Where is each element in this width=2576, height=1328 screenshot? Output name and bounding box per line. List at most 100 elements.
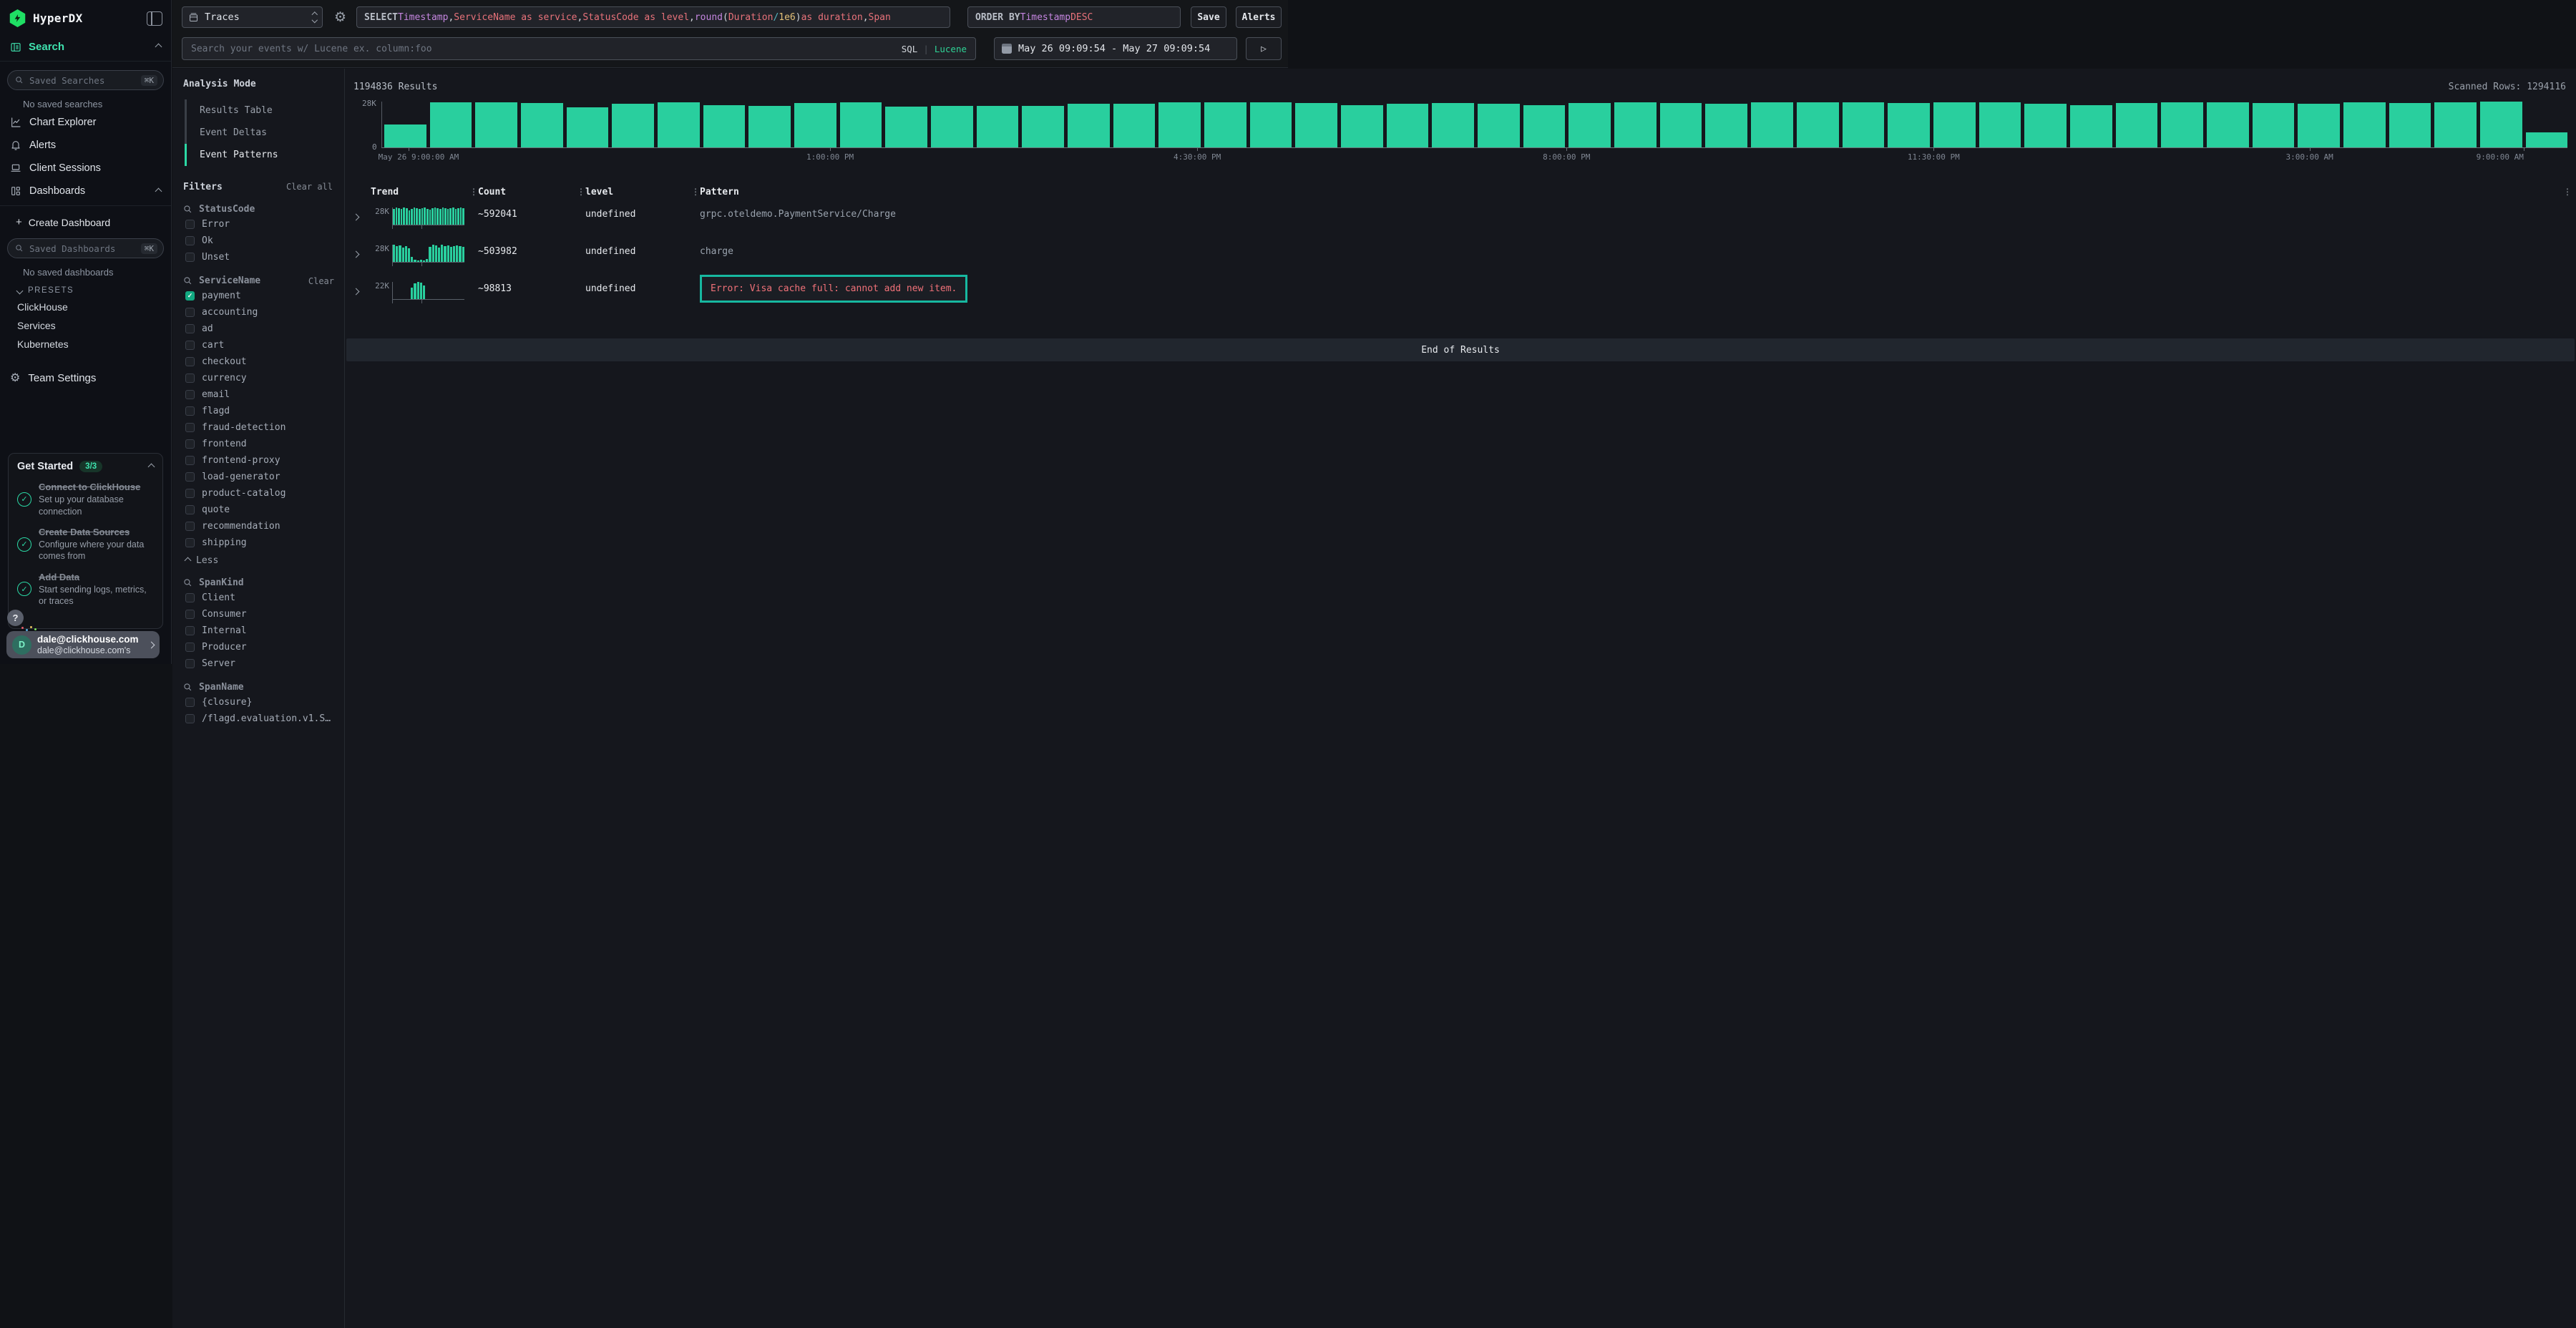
analysis-mode-option[interactable]: Event Deltas <box>185 122 344 144</box>
saved-searches-input[interactable]: Saved Searches ⌘K <box>7 70 164 90</box>
checkbox[interactable] <box>185 323 195 333</box>
source-select[interactable]: Traces <box>182 6 323 28</box>
chevron-up-icon[interactable] <box>147 463 155 470</box>
save-button[interactable]: Save <box>1191 6 1226 28</box>
column-handle-icon[interactable]: ⋮ <box>469 187 478 197</box>
checkbox[interactable] <box>185 537 195 547</box>
gear-icon[interactable]: ⚙ <box>334 9 347 25</box>
filter-option[interactable]: shipping <box>185 535 344 550</box>
checkbox[interactable]: ✓ <box>185 290 195 301</box>
presets-section-toggle[interactable]: PRESETS <box>0 279 171 298</box>
checkbox[interactable] <box>185 406 195 416</box>
help-button[interactable]: ? <box>7 610 24 626</box>
filter-option[interactable]: flagd <box>185 404 344 418</box>
filter-option[interactable]: Producer <box>185 640 344 654</box>
filter-option[interactable]: email <box>185 387 344 401</box>
saved-dashboards-input[interactable]: Saved Dashboards ⌘K <box>7 238 164 258</box>
filter-option[interactable]: Consumer <box>185 607 344 621</box>
checkbox[interactable] <box>185 642 195 652</box>
pattern-cell[interactable]: charge <box>700 246 733 257</box>
sidebar-item-alerts[interactable]: Alerts <box>0 134 171 157</box>
alerts-button[interactable]: Alerts <box>1236 6 1282 28</box>
column-handle-icon[interactable]: ⋮ <box>577 187 585 197</box>
checkbox[interactable] <box>185 488 195 498</box>
table-row[interactable]: 28K ~503982 undefined charge <box>352 242 2572 279</box>
filter-group-header[interactable]: StatusCode <box>183 204 344 215</box>
filter-option[interactable]: fraud-detection <box>185 420 344 434</box>
event-search-input[interactable]: Search your events w/ Lucene ex. column:… <box>182 37 976 60</box>
run-query-button[interactable]: ▷ <box>1246 37 1282 60</box>
filter-option[interactable]: {closure} <box>185 695 344 709</box>
checkbox[interactable] <box>185 252 195 262</box>
checkbox[interactable] <box>185 521 195 531</box>
filter-option[interactable]: checkout <box>185 354 344 368</box>
filter-option[interactable]: frontend <box>185 436 344 451</box>
sidebar-item-preset[interactable]: Kubernetes <box>17 338 69 350</box>
filter-option[interactable]: Client <box>185 590 344 605</box>
language-toggle-sql[interactable]: SQL <box>901 43 918 54</box>
checkbox[interactable] <box>185 658 195 668</box>
order-by-input[interactable]: ORDER BY Timestamp DESC <box>967 6 1181 28</box>
row-expand-button[interactable] <box>352 242 371 260</box>
filter-option[interactable]: Ok <box>185 233 344 248</box>
sidebar-item-preset[interactable]: ClickHouse <box>17 301 68 313</box>
filter-option[interactable]: frontend-proxy <box>185 453 344 467</box>
highlighted-error-pattern[interactable]: Error: Visa cache full: cannot add new i… <box>700 275 968 303</box>
filter-option[interactable]: Server <box>185 656 344 670</box>
get-started-step[interactable]: ✓ Create Data Sources Configure where your… <box>17 527 154 562</box>
checkbox[interactable] <box>185 592 195 602</box>
filter-option[interactable]: quote <box>185 502 344 517</box>
row-expand-button[interactable] <box>352 279 371 297</box>
analysis-mode-option[interactable]: Event Patterns <box>185 144 344 166</box>
checkbox[interactable] <box>185 609 195 619</box>
analysis-mode-option[interactable]: Results Table <box>185 99 344 122</box>
get-started-step[interactable]: ✓ Add Data Start sending logs, metrics, or… <box>17 572 154 607</box>
sidebar-item-preset[interactable]: Services <box>17 320 56 331</box>
checkbox[interactable] <box>185 373 195 383</box>
checkbox[interactable] <box>185 389 195 399</box>
column-handle-icon[interactable]: ⋮ <box>2563 187 2572 197</box>
filter-option[interactable]: ✓ payment <box>185 288 344 303</box>
filter-group-header[interactable]: SpanName <box>183 682 344 693</box>
sidebar-item-dashboards[interactable]: Dashboards <box>0 180 171 202</box>
checkbox[interactable] <box>185 340 195 350</box>
filter-option[interactable]: Error <box>185 217 344 231</box>
filter-option[interactable]: Unset <box>185 250 344 264</box>
checkbox[interactable] <box>185 504 195 514</box>
filter-option[interactable]: load-generator <box>185 469 344 484</box>
sidebar-item-search[interactable]: Search <box>0 34 171 62</box>
clear-all-filters-link[interactable]: Clear all <box>286 182 333 192</box>
checkbox[interactable] <box>185 235 195 245</box>
filter-option[interactable]: cart <box>185 338 344 352</box>
checkbox[interactable] <box>185 697 195 707</box>
user-menu[interactable]: D dale@clickhouse.com dale@clickhouse.co… <box>6 631 160 658</box>
filter-option[interactable]: ad <box>185 321 344 336</box>
filter-option[interactable]: recommendation <box>185 519 344 533</box>
show-less-toggle[interactable]: Less <box>184 555 344 566</box>
sidebar-item-chart-explorer[interactable]: Chart Explorer <box>0 111 171 134</box>
sidebar-item-team-settings[interactable]: ⚙ Team Settings <box>0 366 171 390</box>
filter-option[interactable]: /flagd.evaluation.v1.Se… <box>185 711 344 726</box>
filter-option[interactable]: product-catalog <box>185 486 344 500</box>
checkbox[interactable] <box>185 455 195 465</box>
filter-group-clear-link[interactable]: Clear <box>308 275 334 286</box>
sql-select-input[interactable]: SELECT Timestamp, ServiceName as service… <box>356 6 950 28</box>
checkbox[interactable] <box>185 422 195 432</box>
filter-group-header[interactable]: ServiceName Clear <box>183 275 344 286</box>
filter-option[interactable]: currency <box>185 371 344 385</box>
pattern-cell[interactable]: Error: Visa cache full: cannot add new i… <box>700 275 2572 311</box>
get-started-step[interactable]: ✓ Connect to ClickHouse Set up your databa… <box>17 482 154 517</box>
checkbox[interactable] <box>185 625 195 635</box>
create-dashboard-button[interactable]: + Create Dashboard <box>0 209 171 230</box>
table-row[interactable]: 28K ~592041 undefined grpc.oteldemo.Payment… <box>352 205 2572 242</box>
column-handle-icon[interactable]: ⋮ <box>691 187 700 197</box>
date-range-picker[interactable]: May 26 09:09:54 - May 27 09:09:54 <box>994 37 1237 60</box>
sidebar-item-client-sessions[interactable]: Client Sessions <box>0 157 171 180</box>
filter-group-header[interactable]: SpanKind <box>183 577 344 588</box>
checkbox[interactable] <box>185 307 195 317</box>
filter-option[interactable]: accounting <box>185 305 344 319</box>
table-row[interactable]: 22K ~98813 undefined Error: Visa cache full… <box>352 275 2572 316</box>
filter-option[interactable]: Internal <box>185 623 344 638</box>
checkbox[interactable] <box>185 356 195 366</box>
checkbox[interactable] <box>185 219 195 229</box>
